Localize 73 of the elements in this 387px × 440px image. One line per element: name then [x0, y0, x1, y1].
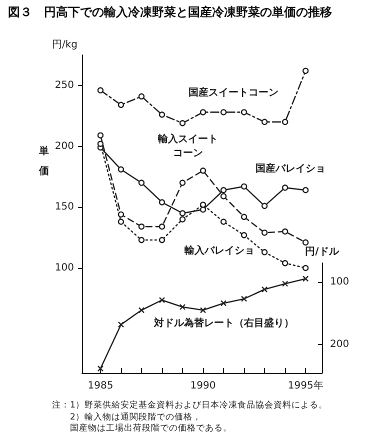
point — [240, 296, 248, 302]
point — [240, 109, 248, 116]
point — [220, 300, 227, 306]
point — [302, 239, 309, 246]
point — [200, 206, 206, 213]
point — [138, 224, 145, 230]
point — [158, 199, 166, 206]
point — [220, 193, 227, 200]
point — [302, 68, 309, 74]
y-tick-label: 200 — [54, 140, 74, 152]
point — [220, 109, 227, 116]
point — [118, 322, 124, 328]
series-label: 国産バレイショ — [256, 162, 326, 175]
point — [261, 202, 268, 210]
y-axis-title: 単価 — [38, 145, 50, 177]
chart-title: 図３ 円高下での輸入冷凍野菜と国産冷凍野菜の単価の推移 — [8, 5, 332, 19]
text: 注：1）野菜供給安定基金資料および日本冷凍食品協会資料による。 — [52, 400, 328, 410]
point — [97, 87, 104, 94]
x-tick-label: 1990 — [190, 380, 216, 392]
point — [97, 132, 104, 138]
x-tick-label: 1995年 — [288, 380, 324, 392]
series-label: 輸入バレイショ — [184, 244, 255, 257]
y-tick-label: 100 — [54, 262, 74, 274]
point — [282, 184, 288, 191]
point — [282, 280, 288, 287]
point — [261, 286, 268, 292]
point — [240, 183, 248, 190]
point — [282, 260, 288, 266]
point — [200, 109, 206, 116]
text: 2）輸入物は通関段階での価格，国産物は工場出荷段階での価格である。 — [70, 412, 232, 434]
point — [302, 264, 309, 272]
point — [220, 218, 227, 225]
point — [138, 307, 145, 314]
point — [179, 304, 186, 310]
point — [118, 166, 124, 173]
y-tick-label: 100 — [330, 276, 350, 288]
point — [240, 214, 248, 220]
y-tick-label: 150 — [54, 202, 74, 213]
point — [138, 93, 145, 100]
point — [158, 224, 166, 230]
point — [282, 118, 288, 126]
point — [158, 112, 166, 118]
point — [200, 307, 206, 314]
point — [200, 202, 206, 208]
series-label: 国産スイートコーン — [188, 86, 279, 99]
point — [261, 118, 268, 126]
point — [179, 120, 186, 126]
x-tick-label: 1985 — [88, 380, 114, 392]
point — [282, 228, 288, 235]
point — [97, 140, 104, 147]
point — [302, 187, 309, 194]
point — [138, 236, 145, 244]
point — [240, 232, 248, 238]
point — [118, 211, 124, 218]
point — [138, 180, 145, 186]
point — [118, 218, 124, 225]
point — [261, 230, 268, 236]
y-tick-label: 250 — [54, 80, 74, 91]
point — [118, 102, 124, 108]
series-label: 輸入スイートコーン — [157, 133, 218, 160]
point — [179, 216, 186, 222]
point — [261, 249, 268, 256]
point — [158, 236, 166, 244]
point — [220, 187, 227, 194]
point — [179, 180, 186, 186]
series-label: 対ドル為替レート（右目盛り） — [153, 317, 294, 330]
y-tick-label: 200 — [330, 339, 350, 350]
text: 円/kg — [52, 40, 78, 50]
point — [179, 210, 186, 216]
point — [200, 168, 206, 174]
point — [158, 296, 166, 304]
point — [302, 276, 309, 282]
y-axis-title: 円/ドル — [305, 246, 340, 258]
